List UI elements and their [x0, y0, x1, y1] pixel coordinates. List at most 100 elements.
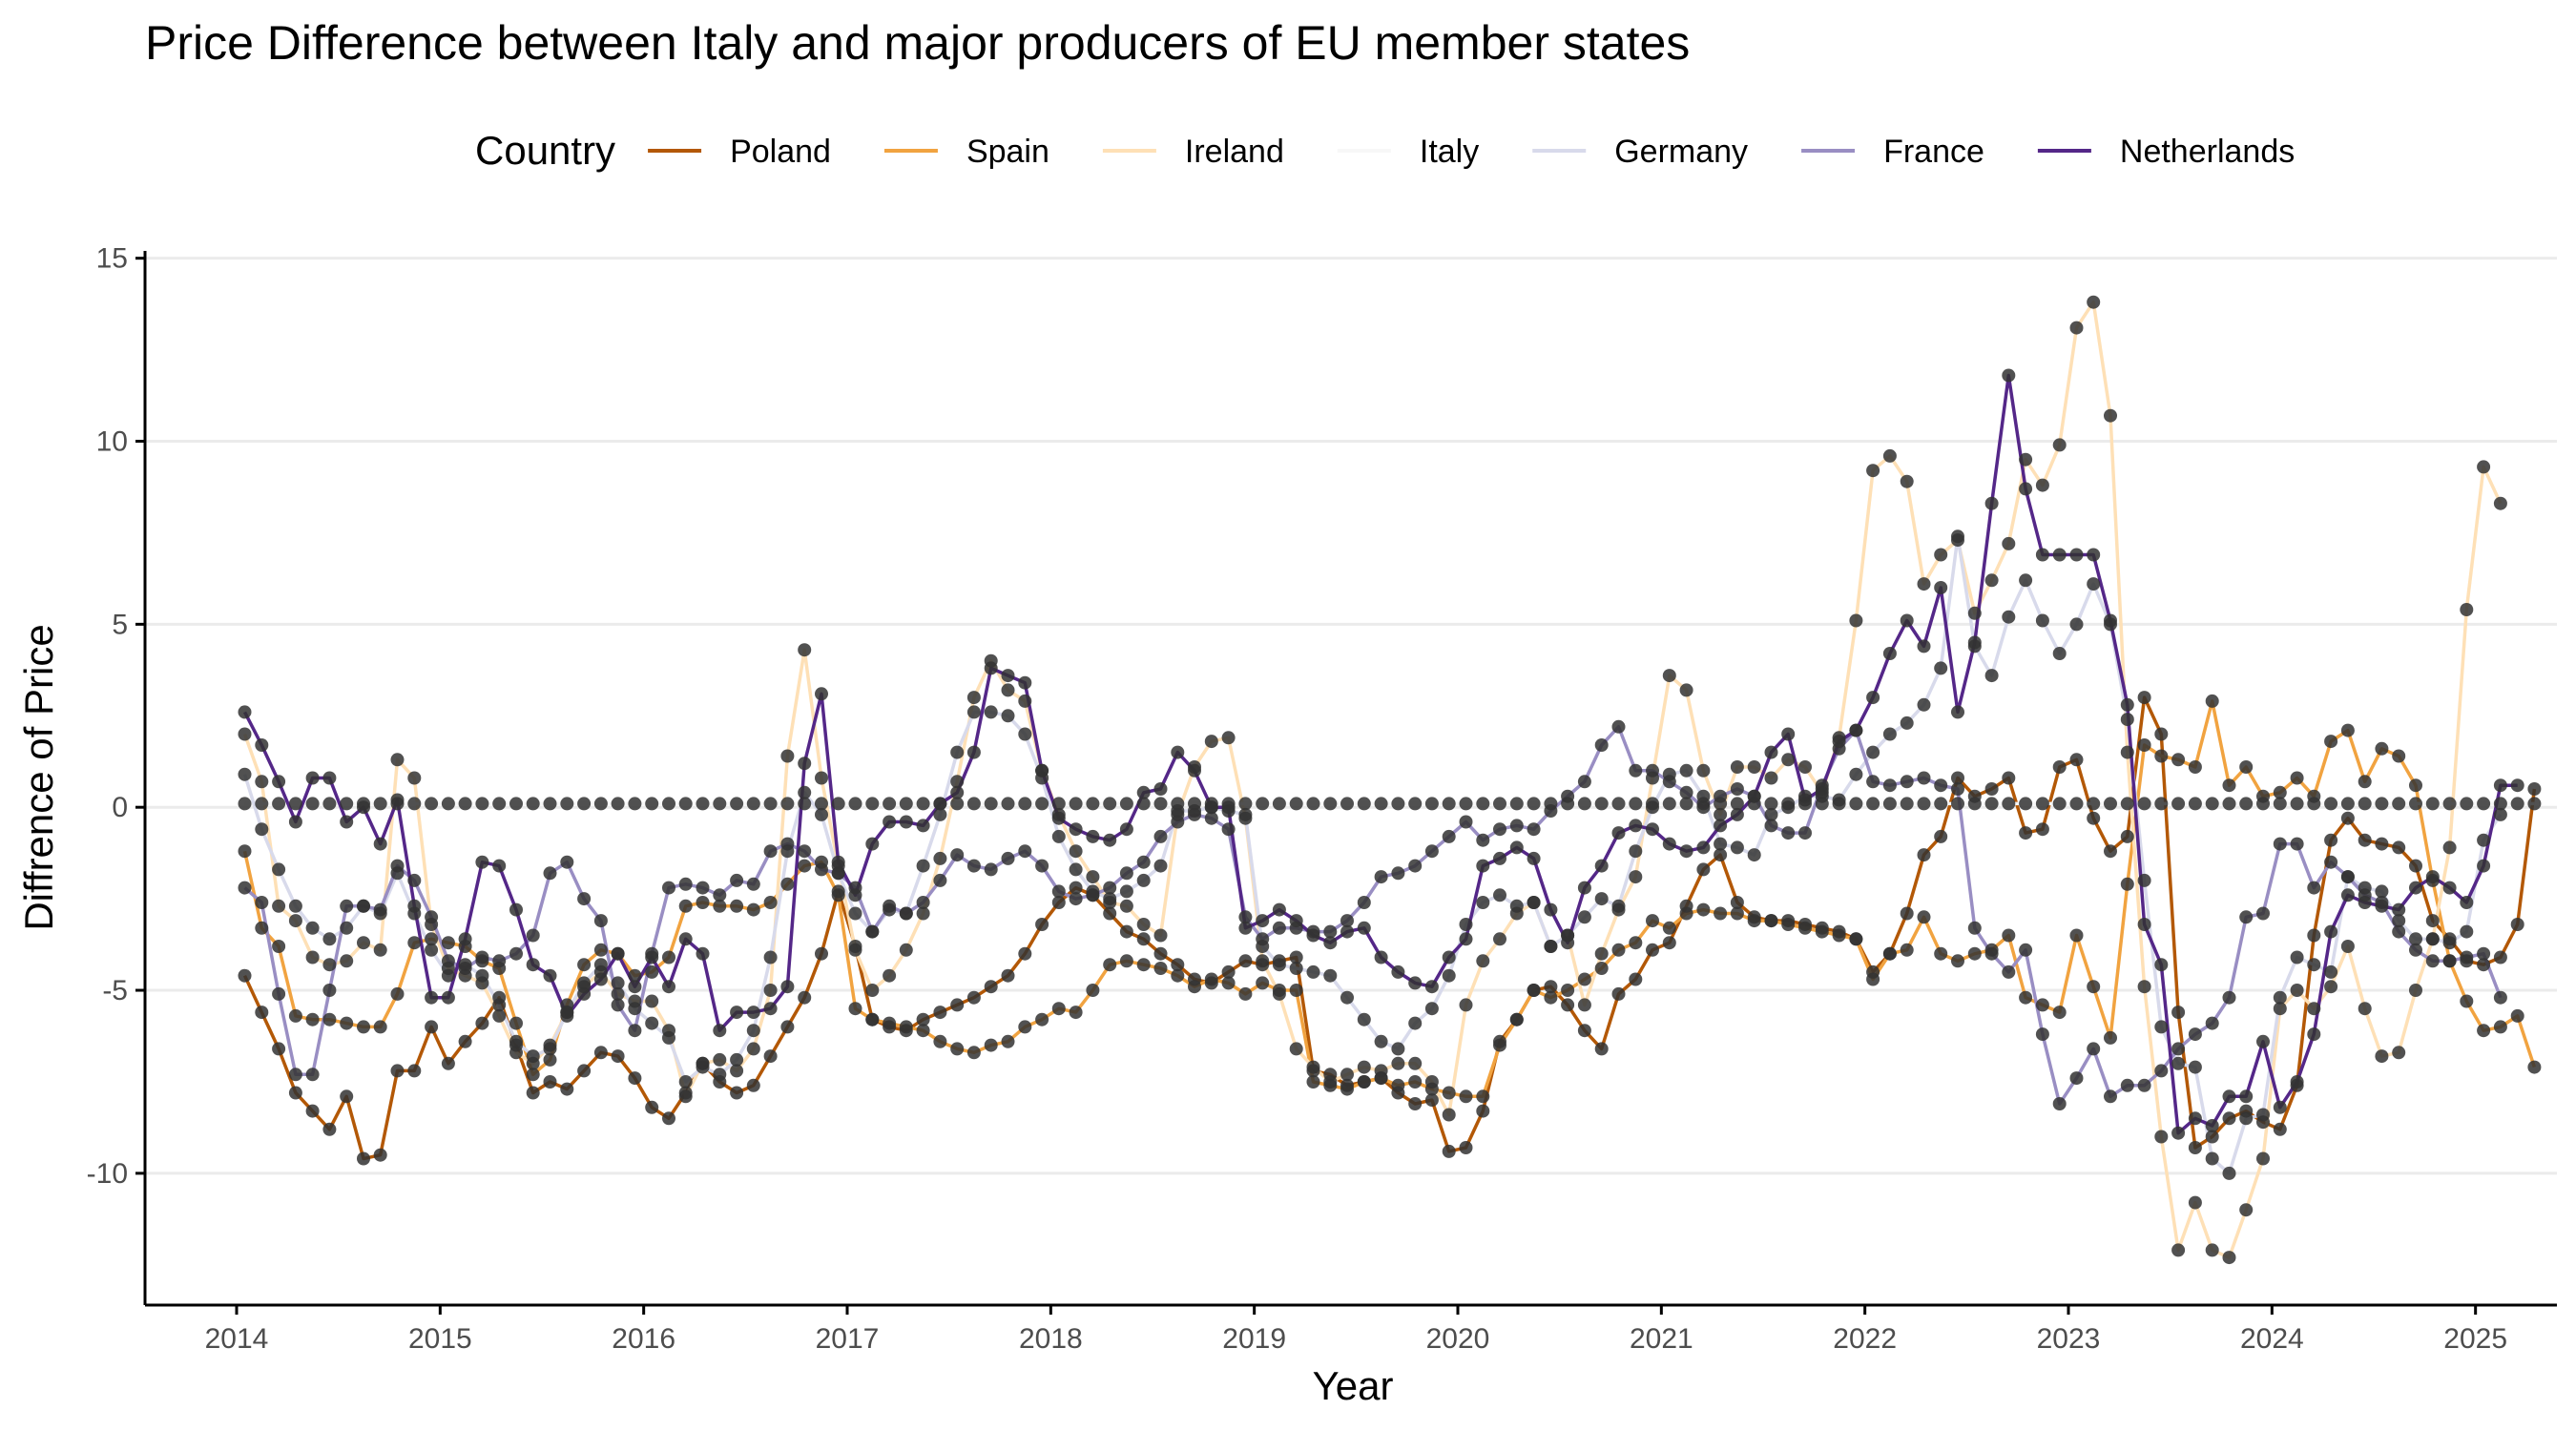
- data-point-poland: [1154, 947, 1168, 961]
- data-point-netherlands: [747, 1006, 760, 1019]
- data-point-spain: [340, 1017, 353, 1030]
- data-point-france: [1408, 860, 1422, 873]
- data-point-france: [2426, 954, 2440, 967]
- data-point-poland: [340, 1089, 353, 1103]
- data-point-netherlands: [1510, 840, 1524, 854]
- data-point-ireland: [2358, 1002, 2372, 1015]
- data-point-germany: [475, 969, 488, 983]
- data-point-netherlands: [1578, 881, 1591, 895]
- data-point-spain: [1816, 925, 1829, 939]
- data-point-netherlands: [1018, 676, 1031, 690]
- data-point-france: [2274, 838, 2287, 851]
- data-point-spain: [1476, 1089, 1489, 1103]
- data-point-germany: [2274, 991, 2287, 1005]
- data-point-spain: [1561, 984, 1574, 997]
- data-point-france: [322, 984, 336, 997]
- data-point-spain: [1968, 947, 1982, 961]
- data-point-france: [509, 947, 523, 961]
- data-point-netherlands: [1290, 914, 1303, 927]
- data-point-netherlands: [1731, 808, 1744, 821]
- data-point-ireland: [1222, 731, 1236, 744]
- data-point-poland: [662, 1111, 675, 1125]
- data-point-spain: [1781, 918, 1795, 931]
- data-point-italy: [2358, 797, 2372, 810]
- data-point-netherlands: [1238, 922, 1252, 935]
- data-point-poland: [1901, 907, 1914, 921]
- data-point-spain: [1070, 1006, 1083, 1019]
- data-point-italy: [425, 797, 438, 810]
- data-point-netherlands: [2409, 881, 2422, 895]
- data-point-france: [1493, 822, 1506, 836]
- data-point-italy: [2002, 797, 2015, 810]
- data-point-spain: [1951, 954, 1964, 967]
- data-point-germany: [1425, 1002, 1439, 1015]
- data-point-spain: [900, 1020, 913, 1033]
- data-point-germany: [1323, 969, 1337, 983]
- data-point-germany: [1748, 848, 1761, 861]
- data-point-germany: [1951, 529, 1964, 543]
- data-point-france: [255, 896, 268, 909]
- data-point-italy: [1052, 797, 1066, 810]
- data-point-netherlands: [1070, 822, 1083, 836]
- data-point-spain: [1798, 922, 1812, 935]
- data-point-ireland: [2171, 1243, 2185, 1256]
- data-point-netherlands: [340, 816, 353, 829]
- data-point-ireland: [1934, 549, 1947, 562]
- data-point-poland: [2121, 830, 2134, 843]
- data-point-netherlands: [442, 991, 455, 1005]
- data-point-france: [2053, 1097, 2067, 1110]
- data-point-spain: [2154, 750, 2168, 763]
- data-point-netherlands: [2443, 881, 2457, 895]
- data-point-netherlands: [2324, 925, 2337, 939]
- data-point-poland: [730, 1087, 743, 1100]
- data-point-france: [950, 848, 964, 861]
- data-point-spain: [1646, 914, 1659, 927]
- data-point-ireland: [1443, 1109, 1456, 1122]
- data-point-france: [933, 874, 946, 887]
- data-point-netherlands: [849, 888, 862, 902]
- data-point-france: [2307, 881, 2320, 895]
- data-point-germany: [730, 1053, 743, 1067]
- data-point-france: [1103, 881, 1116, 895]
- y-ticks: 151050-5-10: [87, 243, 145, 1190]
- data-point-germany: [2460, 925, 2473, 939]
- data-point-netherlands: [917, 819, 930, 832]
- y-axis-title: Diffrence of Price: [16, 624, 61, 930]
- data-point-ireland: [1901, 475, 1914, 488]
- data-point-netherlands: [2019, 482, 2032, 495]
- data-point-ireland: [2291, 984, 2304, 997]
- data-point-italy: [1425, 797, 1439, 810]
- data-point-italy: [1408, 797, 1422, 810]
- data-point-ireland: [1578, 998, 1591, 1011]
- data-point-netherlands: [798, 757, 811, 770]
- data-point-italy: [2154, 797, 2168, 810]
- data-point-poland: [459, 1035, 472, 1048]
- data-point-spain: [849, 1002, 862, 1015]
- data-point-netherlands: [1323, 936, 1337, 949]
- data-point-poland: [780, 1020, 794, 1033]
- data-point-italy: [1391, 797, 1404, 810]
- data-point-ireland: [1375, 1064, 1388, 1077]
- data-point-poland: [1578, 1024, 1591, 1037]
- data-point-ireland: [1154, 929, 1168, 943]
- data-point-netherlands: [272, 775, 285, 788]
- data-point-spain: [577, 958, 591, 971]
- data-point-italy: [1849, 797, 1862, 810]
- data-point-poland: [560, 1083, 573, 1096]
- data-point-france: [1358, 896, 1371, 909]
- data-point-spain: [1883, 947, 1897, 961]
- data-point-ireland: [2409, 984, 2422, 997]
- data-point-italy: [1154, 797, 1168, 810]
- data-point-italy: [306, 797, 320, 810]
- data-point-ireland: [1460, 998, 1473, 1011]
- data-point-poland: [2375, 838, 2388, 851]
- data-point-france: [357, 900, 370, 913]
- data-point-netherlands: [239, 705, 252, 718]
- data-point-germany: [2307, 958, 2320, 971]
- data-point-poland: [407, 1064, 421, 1077]
- data-point-germany: [917, 860, 930, 873]
- data-point-germany: [1833, 794, 1846, 807]
- data-point-france: [967, 860, 981, 873]
- data-point-spain: [1137, 958, 1151, 971]
- data-point-italy: [1578, 797, 1591, 810]
